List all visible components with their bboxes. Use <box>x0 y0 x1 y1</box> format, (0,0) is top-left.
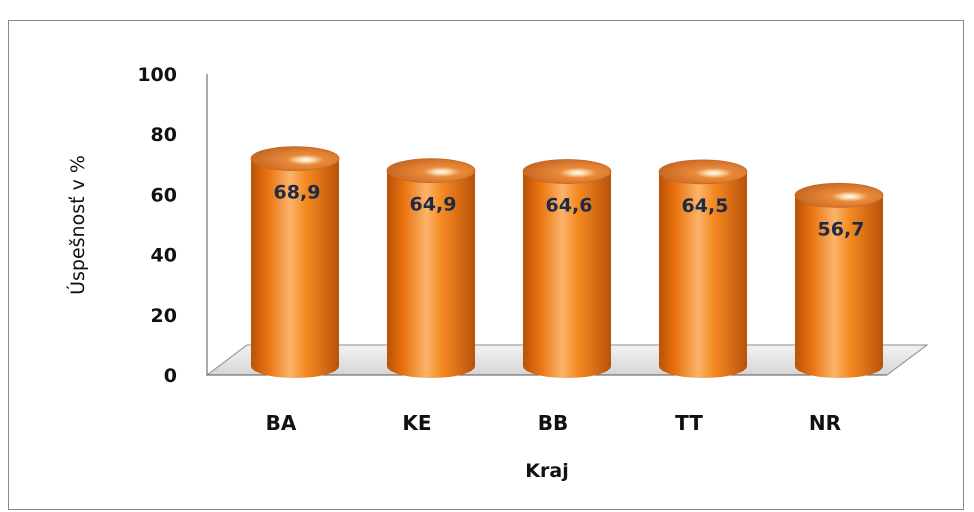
bars: 68,9 64,9 64,6 64,5 56,7 <box>250 146 884 378</box>
bar-body <box>251 158 339 378</box>
bar-top <box>794 182 884 208</box>
bar-top <box>522 159 612 184</box>
bar-top <box>250 146 340 172</box>
y-tick-label: 20 <box>151 305 177 327</box>
bar-body <box>387 170 475 378</box>
x-tick-label: BA <box>266 411 297 435</box>
y-tick-label: 0 <box>164 365 177 387</box>
data-label: 64,5 <box>682 195 729 217</box>
bar-ba: 68,9 <box>250 146 340 378</box>
bar-top <box>386 158 476 184</box>
data-label: 68,9 <box>274 182 321 204</box>
x-tick-label: NR <box>809 411 841 435</box>
bar-top <box>658 159 748 185</box>
x-tick-label: BB <box>538 411 569 435</box>
data-label: 64,9 <box>410 194 457 216</box>
x-tick-label: TT <box>675 411 703 435</box>
bar-tt: 64,5 <box>658 159 748 378</box>
bar-body <box>795 195 883 378</box>
y-tick-label: 100 <box>137 64 177 86</box>
bar-ke: 64,9 <box>386 158 476 378</box>
y-axis-title: Úspešnosť v % <box>65 155 89 295</box>
bar-body <box>659 171 747 378</box>
x-axis-title: Kraj <box>525 460 568 482</box>
bar-bb: 64,6 <box>522 159 612 378</box>
category-labels: BA KE BB TT NR <box>266 411 841 435</box>
y-tick-label: 60 <box>151 184 177 206</box>
y-tick-label: 80 <box>151 124 177 146</box>
data-label: 56,7 <box>818 218 865 240</box>
data-label: 64,6 <box>546 195 593 217</box>
y-tick-label: 40 <box>151 245 177 267</box>
x-tick-label: KE <box>402 411 431 435</box>
bar-body <box>523 171 611 378</box>
y-tick-labels: 0 20 40 60 80 100 <box>137 64 177 387</box>
bar-nr: 56,7 <box>794 182 884 378</box>
